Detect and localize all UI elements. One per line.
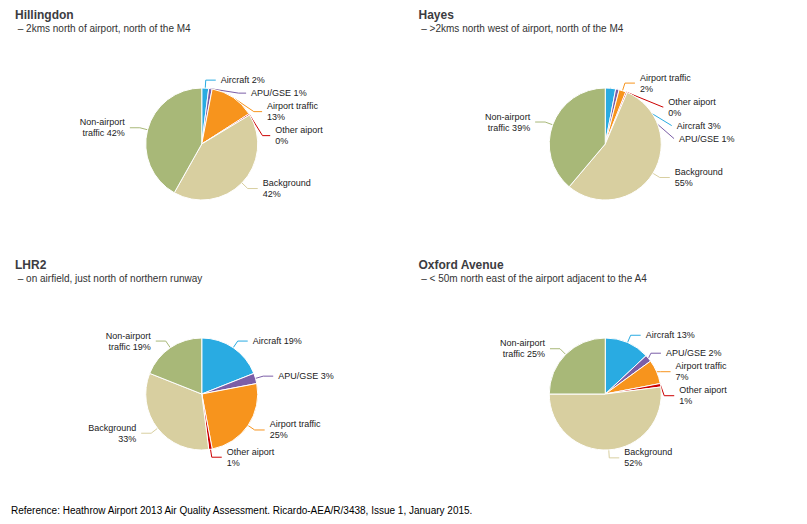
svg-text:33%: 33%: [118, 434, 136, 444]
svg-text:Non-airport: Non-airport: [485, 112, 531, 122]
svg-text:– 2kms north of airport, north: – 2kms north of airport, north of the M4: [15, 23, 191, 34]
svg-text:Airport traffic: Airport traffic: [640, 73, 691, 83]
svg-text:Airport traffic: Airport traffic: [267, 101, 318, 111]
svg-text:0%: 0%: [275, 136, 288, 146]
svg-text:Background: Background: [624, 447, 672, 457]
svg-text:Background: Background: [263, 178, 311, 188]
svg-text:13%: 13%: [267, 112, 285, 122]
svg-text:55%: 55%: [675, 178, 693, 188]
svg-text:52%: 52%: [624, 458, 642, 468]
svg-text:APU/GSE 1%: APU/GSE 1%: [251, 88, 307, 98]
svg-text:Other aiport: Other aiport: [668, 97, 716, 107]
svg-text:APU/GSE 1%: APU/GSE 1%: [679, 134, 735, 144]
svg-text:Hillingdon: Hillingdon: [15, 8, 74, 22]
svg-text:traffic 39%: traffic 39%: [488, 123, 530, 133]
svg-text:1%: 1%: [679, 396, 692, 406]
svg-text:Airport traffic: Airport traffic: [676, 361, 727, 371]
svg-text:Aircraft 13%: Aircraft 13%: [646, 330, 695, 340]
svg-text:traffic 42%: traffic 42%: [82, 128, 124, 138]
svg-text:Airport traffic: Airport traffic: [270, 419, 321, 429]
svg-text:Other aiport: Other aiport: [275, 125, 323, 135]
svg-text:Background: Background: [675, 167, 723, 177]
svg-text:Oxford Avenue: Oxford Avenue: [419, 258, 504, 272]
svg-text:Non-airport: Non-airport: [500, 338, 546, 348]
svg-text:APU/GSE 2%: APU/GSE 2%: [666, 348, 722, 358]
svg-text:7%: 7%: [676, 372, 689, 382]
svg-text:1%: 1%: [227, 458, 240, 468]
svg-text:2%: 2%: [640, 84, 653, 94]
svg-text:25%: 25%: [270, 430, 288, 440]
svg-text:Non-airport: Non-airport: [80, 117, 126, 127]
svg-text:APU/GSE 3%: APU/GSE 3%: [278, 371, 334, 381]
svg-text:0%: 0%: [668, 108, 681, 118]
svg-text:Non-airport: Non-airport: [106, 331, 152, 341]
svg-text:Background: Background: [88, 423, 136, 433]
svg-text:Aircraft 3%: Aircraft 3%: [677, 121, 721, 131]
svg-text:Reference: Heathrow Airport 20: Reference: Heathrow Airport 2013 Air Qua…: [11, 505, 472, 516]
svg-text:Aircraft 2%: Aircraft 2%: [221, 75, 265, 85]
svg-text:traffic 25%: traffic 25%: [503, 349, 545, 359]
svg-text:LHR2: LHR2: [15, 258, 47, 272]
svg-text:Hayes: Hayes: [419, 8, 455, 22]
svg-text:– < 50m north east of the airp: – < 50m north east of the airport adjace…: [419, 273, 648, 284]
svg-text:traffic 19%: traffic 19%: [108, 342, 150, 352]
svg-text:Aircraft 19%: Aircraft 19%: [253, 336, 302, 346]
svg-text:– >2kms north west of airport,: – >2kms north west of airport, north of …: [419, 23, 624, 34]
svg-text:– on airfield, just north of n: – on airfield, just north of northern ru…: [15, 273, 202, 284]
svg-text:42%: 42%: [263, 189, 281, 199]
svg-text:Other aiport: Other aiport: [227, 447, 275, 457]
svg-text:Other aiport: Other aiport: [679, 385, 727, 395]
